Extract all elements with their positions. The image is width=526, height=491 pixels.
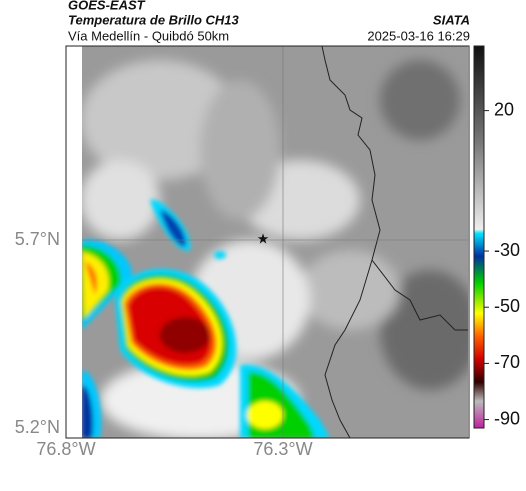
brand: SIATA (433, 12, 470, 27)
lat-tick-label: 5.2°N (15, 417, 60, 437)
colorbar (473, 45, 485, 429)
product: Temperatura de Brillo CH13 (68, 12, 240, 27)
map-frame (65, 45, 470, 439)
colorbar-tick-label: -70 (494, 352, 520, 372)
colorbar-tick-label: -30 (494, 240, 520, 260)
datetime: 2025-03-16 16:29 (367, 28, 470, 43)
colorbar-tick-label: -90 (494, 408, 520, 428)
region: Vía Medellín - Quibdó 50km (68, 28, 229, 43)
lon-tick-label: 76.8°W (36, 439, 95, 459)
colorbar-tick-label: 20 (494, 99, 514, 119)
satellite-image: ★ (82, 46, 468, 438)
lon-tick-label: 76.3°W (253, 439, 312, 459)
colorbar-tick-label: -50 (494, 296, 520, 316)
lat-tick-label: 5.7°N (15, 229, 60, 249)
source: GOES-EAST (68, 0, 146, 12)
location-marker: ★ (257, 231, 270, 247)
